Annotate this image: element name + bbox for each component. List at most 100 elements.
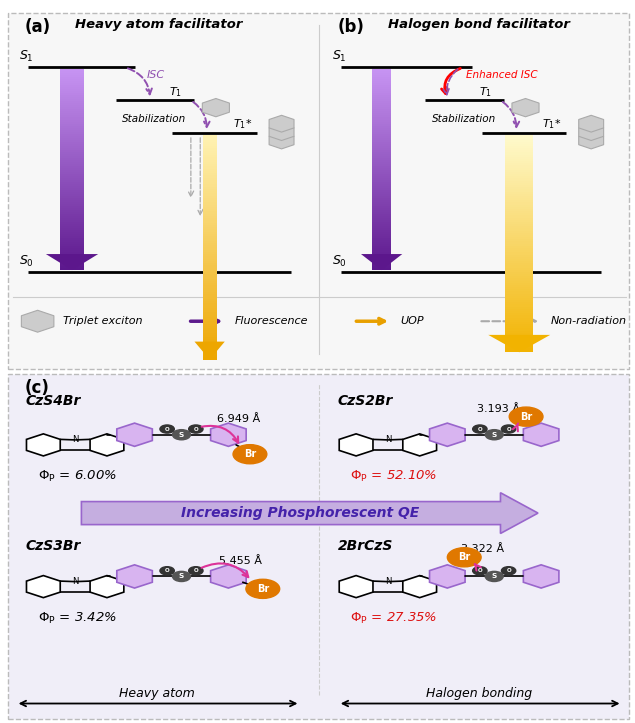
Polygon shape bbox=[22, 310, 54, 332]
Text: O: O bbox=[506, 427, 511, 432]
Bar bbox=[203, 281, 217, 283]
Text: O: O bbox=[194, 427, 198, 432]
Polygon shape bbox=[203, 98, 229, 116]
Text: O: O bbox=[478, 568, 482, 573]
Bar bbox=[372, 103, 391, 106]
Bar bbox=[203, 155, 217, 158]
Bar bbox=[372, 226, 391, 228]
Bar bbox=[60, 129, 84, 132]
Bar bbox=[60, 178, 84, 180]
Bar bbox=[505, 153, 533, 155]
Bar bbox=[203, 279, 217, 281]
Bar bbox=[505, 333, 533, 335]
Polygon shape bbox=[46, 254, 98, 270]
Bar bbox=[505, 300, 533, 302]
Polygon shape bbox=[339, 434, 373, 456]
Bar bbox=[60, 186, 84, 188]
Bar bbox=[505, 187, 533, 189]
Bar bbox=[372, 116, 391, 118]
Bar bbox=[60, 172, 84, 174]
Bar bbox=[203, 146, 217, 148]
Bar bbox=[203, 308, 217, 310]
Polygon shape bbox=[269, 115, 294, 132]
Bar bbox=[372, 248, 391, 250]
Text: $T_1$*: $T_1$* bbox=[542, 118, 562, 132]
Circle shape bbox=[189, 567, 203, 575]
Bar bbox=[203, 193, 217, 196]
Circle shape bbox=[233, 445, 267, 463]
Bar bbox=[60, 93, 84, 95]
Bar bbox=[60, 140, 84, 142]
Text: S: S bbox=[179, 432, 184, 437]
Bar bbox=[372, 220, 391, 222]
Polygon shape bbox=[211, 423, 246, 446]
Bar bbox=[60, 210, 84, 212]
Bar bbox=[372, 258, 391, 260]
Bar bbox=[505, 239, 533, 241]
Polygon shape bbox=[339, 576, 373, 598]
Bar bbox=[60, 174, 84, 176]
Bar bbox=[505, 313, 533, 315]
Bar bbox=[203, 184, 217, 187]
Bar bbox=[203, 312, 217, 315]
Text: Br: Br bbox=[520, 411, 532, 422]
Bar bbox=[60, 118, 84, 119]
Bar bbox=[372, 208, 391, 210]
Text: 5.455 Å: 5.455 Å bbox=[219, 556, 262, 566]
Polygon shape bbox=[403, 434, 437, 456]
Text: $\Phi_\mathrm{P}$ = 52.10%: $\Phi_\mathrm{P}$ = 52.10% bbox=[351, 469, 438, 484]
Bar bbox=[60, 258, 84, 260]
Polygon shape bbox=[578, 124, 604, 140]
Bar bbox=[372, 155, 391, 158]
Bar bbox=[372, 196, 391, 198]
Bar bbox=[372, 95, 391, 98]
Bar bbox=[203, 286, 217, 288]
Bar bbox=[60, 100, 84, 101]
Bar bbox=[203, 353, 217, 355]
Bar bbox=[60, 119, 84, 121]
Bar bbox=[372, 168, 391, 170]
Bar bbox=[372, 101, 391, 103]
Bar bbox=[372, 166, 391, 168]
Bar bbox=[372, 222, 391, 224]
Bar bbox=[203, 268, 217, 270]
Bar bbox=[372, 180, 391, 181]
Bar bbox=[60, 176, 84, 178]
Bar bbox=[203, 234, 217, 236]
Bar bbox=[372, 260, 391, 262]
Bar bbox=[60, 246, 84, 248]
Bar bbox=[60, 240, 84, 242]
Bar bbox=[203, 256, 217, 259]
FancyBboxPatch shape bbox=[8, 374, 629, 719]
Polygon shape bbox=[90, 576, 124, 598]
Bar bbox=[60, 142, 84, 144]
Bar bbox=[60, 91, 84, 93]
Bar bbox=[505, 237, 533, 239]
Bar bbox=[60, 98, 84, 100]
Bar bbox=[60, 73, 84, 75]
Polygon shape bbox=[117, 565, 152, 588]
Bar bbox=[203, 164, 217, 166]
Bar bbox=[505, 174, 533, 176]
Bar bbox=[372, 142, 391, 144]
Bar bbox=[60, 248, 84, 250]
Bar bbox=[60, 252, 84, 254]
Bar bbox=[505, 209, 533, 211]
Bar bbox=[372, 242, 391, 244]
Bar bbox=[60, 214, 84, 216]
Text: Heavy atom facilitator: Heavy atom facilitator bbox=[75, 18, 243, 31]
Bar bbox=[372, 83, 391, 85]
Bar bbox=[505, 337, 533, 339]
Bar bbox=[372, 111, 391, 114]
Bar bbox=[60, 80, 84, 82]
Bar bbox=[203, 168, 217, 171]
Bar bbox=[203, 344, 217, 346]
Bar bbox=[505, 291, 533, 294]
Bar bbox=[60, 180, 84, 181]
Bar bbox=[203, 339, 217, 341]
Text: Increasing Phosphorescent QE: Increasing Phosphorescent QE bbox=[181, 506, 420, 520]
Bar bbox=[60, 226, 84, 228]
Bar bbox=[203, 162, 217, 164]
Text: (a): (a) bbox=[25, 18, 51, 36]
Bar bbox=[372, 250, 391, 252]
